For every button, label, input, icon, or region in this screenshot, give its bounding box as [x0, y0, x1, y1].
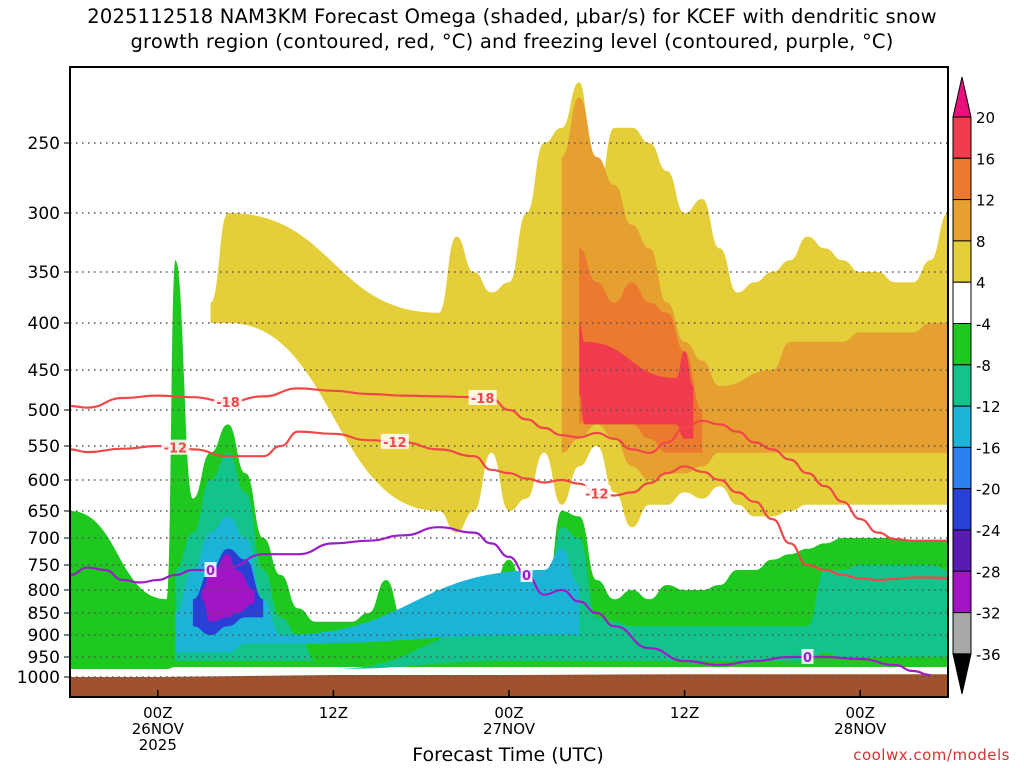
chart-title-line2: growth region (contoured, red, °C) and f… — [130, 30, 894, 53]
colorbar-bin-3 — [952, 240, 972, 283]
y-tick-label-550: 550 — [28, 437, 60, 457]
y-tick-label-650: 650 — [28, 502, 60, 522]
x-tick-label-2-2: 27NOV — [483, 720, 536, 738]
contour-label--18C-1: -18 — [471, 392, 495, 407]
x-tick-label-4-1: 00Z — [846, 704, 875, 722]
colorbar-bin-6 — [952, 364, 972, 407]
colorbar-bin-8 — [952, 446, 972, 490]
contour-label-bg--12C-0 — [161, 439, 190, 455]
y-tick-label-300: 300 — [28, 204, 60, 224]
contour-label-0C-0: 0 — [206, 564, 215, 579]
contour-label--12C-2: -12 — [585, 488, 609, 503]
contour-label-bg--18C-0 — [214, 394, 243, 409]
x-tick-label-3-1: 12Z — [670, 704, 699, 722]
x-tick-label-4-2: 28NOV — [834, 720, 887, 738]
contour-label-bg-0C-0 — [204, 562, 217, 577]
colorbar-bin-5 — [952, 323, 972, 366]
colorbar-label-7: -12 — [976, 398, 1001, 416]
colorbar-bin-0 — [952, 116, 972, 159]
chart-title-line1: 2025112518 NAM3KM Forecast Omega (shaded… — [87, 5, 937, 28]
omega-colorbar: 20 16 12 8 4 -4 -8 -12 -16 -20 -24 -28 -32 -36 — [952, 76, 1001, 695]
colorbar-bin-2 — [952, 199, 972, 242]
colorbar-label-6: -8 — [976, 357, 991, 375]
ground-terrain — [70, 674, 948, 697]
colorbar-label-8: -16 — [976, 439, 1001, 457]
contour-label-bg--18C-1 — [468, 390, 497, 405]
contour-label--18C-0: -18 — [216, 396, 240, 411]
colorbar-label-2: 12 — [976, 192, 995, 210]
colorbar-label-13: -36 — [976, 646, 1001, 664]
contour--18C — [70, 387, 948, 542]
contour-label--12C-0: -12 — [164, 442, 188, 457]
colorbar-bin-11 — [952, 570, 972, 614]
contour-label-bg-0C-1 — [520, 567, 533, 582]
colorbar-bin-4 — [952, 281, 972, 325]
x-tick-label-1-1: 12Z — [319, 704, 348, 722]
y-tick-label-1000: 1000 — [17, 668, 60, 688]
y-tick-label-900: 900 — [28, 626, 60, 646]
colorbar-label-11: -28 — [976, 563, 1001, 581]
colorbar-label-10: -24 — [976, 522, 1001, 540]
omega-region-4 — [201, 554, 255, 622]
x-tick-label-0-1: 00Z — [143, 704, 172, 722]
contour-label-bg--12C-1 — [380, 433, 409, 449]
y-tick-label-750: 750 — [28, 556, 60, 576]
colorbar-label-3: 8 — [976, 233, 986, 251]
colorbar-bin-7 — [952, 405, 972, 448]
y-tick-label-450: 450 — [28, 361, 60, 381]
colorbar-over-arrow — [952, 76, 972, 118]
x-axis-label: Forecast Time (UTC) — [412, 744, 604, 766]
y-axis: 2503003504004505005506006507007508008509… — [17, 134, 70, 688]
colorbar-label-1: 16 — [976, 150, 995, 168]
colorbar-label-5: -4 — [976, 316, 991, 334]
x-tick-label-2-1: 00Z — [494, 704, 523, 722]
contour-label-bg-0C-2 — [801, 649, 814, 664]
colorbar-label-12: -32 — [976, 605, 1001, 623]
contour-label-bg--12C-2 — [582, 485, 611, 501]
temperature-contours: -18 -18 -12 -12 -12 0 0 0 — [70, 387, 948, 677]
chart-title: 2025112518 NAM3KM Forecast Omega (shaded… — [0, 4, 1024, 54]
colorbar-under-arrow — [952, 653, 972, 695]
colorbar-bin-12 — [952, 612, 972, 655]
y-tick-label-500: 500 — [28, 401, 60, 421]
y-tick-label-700: 700 — [28, 529, 60, 549]
site-credit[interactable]: coolwx.com/models — [853, 746, 1010, 764]
contour-label-0C-2: 0 — [803, 651, 812, 666]
y-tick-label-950: 950 — [28, 648, 60, 668]
colorbar-label-0: 20 — [976, 109, 995, 127]
ground-fill — [70, 674, 948, 697]
omega-region-2 — [175, 516, 580, 653]
colorbar-bin-10 — [952, 529, 972, 572]
y-tick-label-350: 350 — [28, 263, 60, 283]
colorbar-label-4: 4 — [976, 274, 986, 292]
colorbar-bin-9 — [952, 488, 972, 531]
colorbar-bin-1 — [952, 157, 972, 201]
y-tick-label-800: 800 — [28, 581, 60, 601]
x-tick-label-0-2: 26NOV — [132, 720, 185, 738]
y-tick-label-250: 250 — [28, 134, 60, 154]
omega-shading — [70, 82, 948, 669]
contour-label--12C-1: -12 — [383, 436, 407, 451]
x-tick-label-0-3: 2025 — [139, 736, 177, 754]
y-tick-label-600: 600 — [28, 471, 60, 491]
contour-label-0C-1: 0 — [522, 569, 531, 584]
y-tick-label-400: 400 — [28, 314, 60, 334]
contour-0C — [70, 526, 931, 677]
colorbar-label-9: -20 — [976, 481, 1001, 499]
y-tick-label-850: 850 — [28, 604, 60, 624]
